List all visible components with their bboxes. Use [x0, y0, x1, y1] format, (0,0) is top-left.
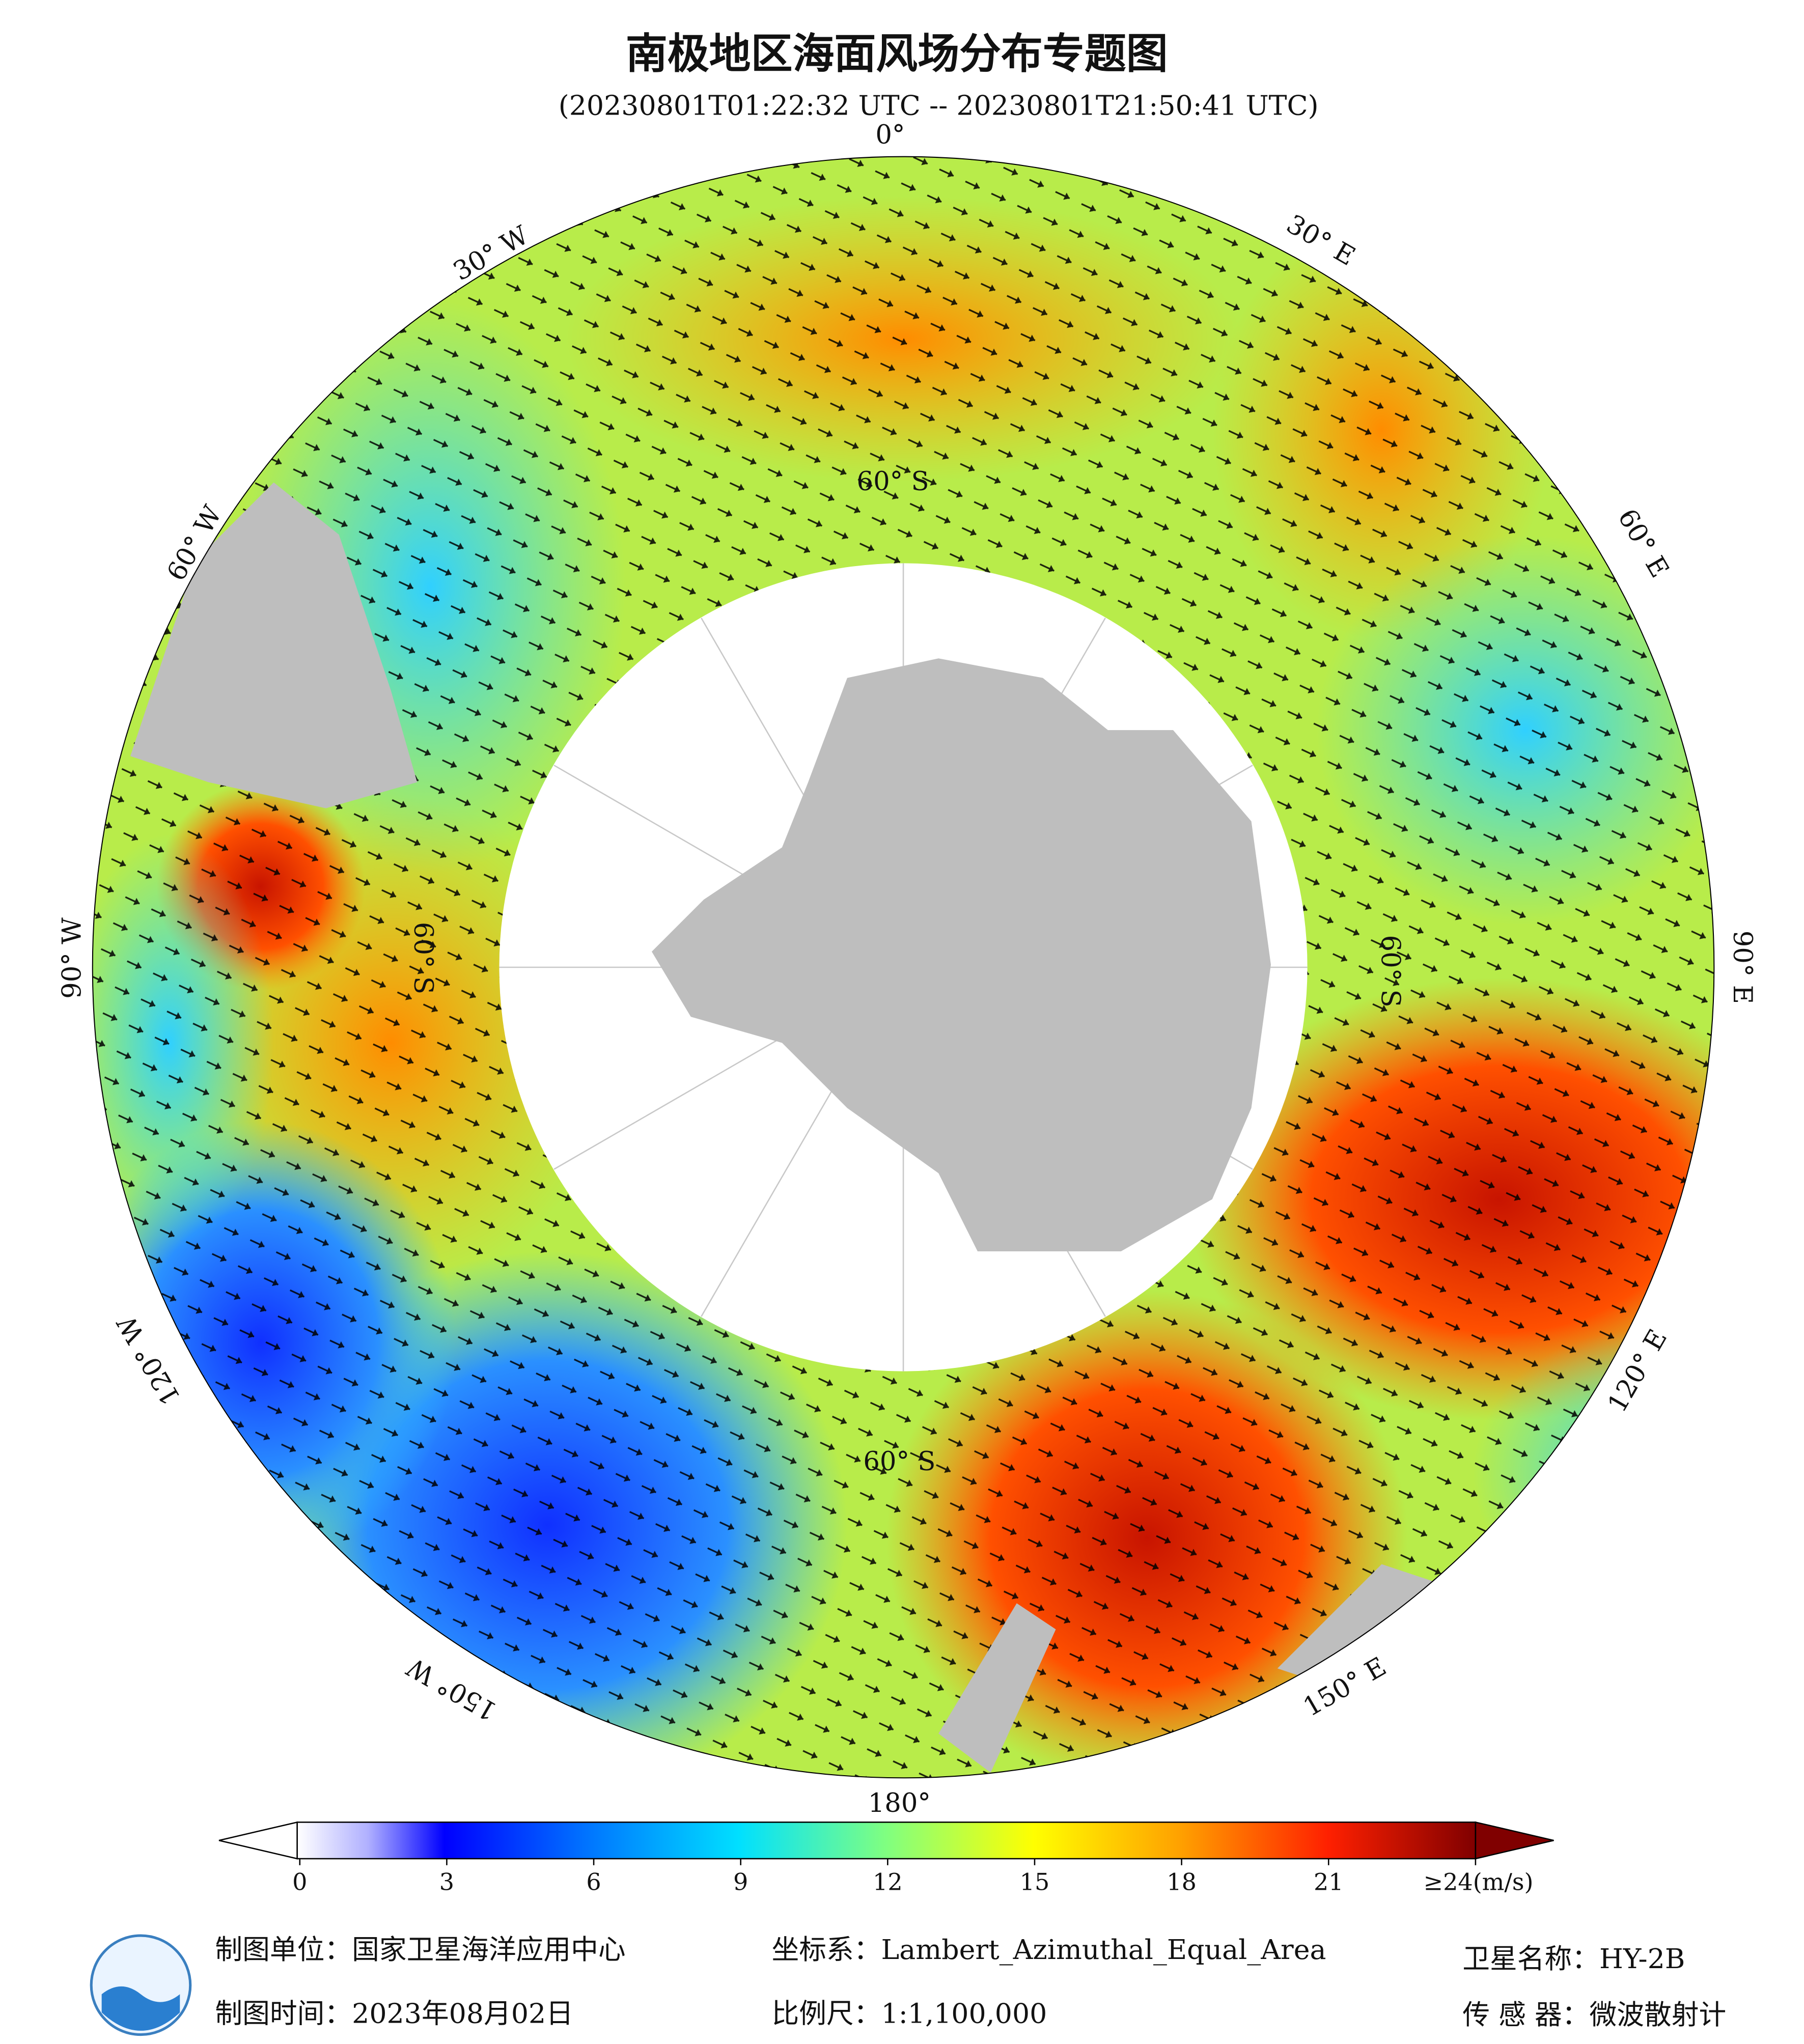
longitude-label: 60° E: [1612, 504, 1675, 583]
footer-satellite: 卫星名称：HY-2B: [1462, 1943, 1685, 1975]
colorbar-tick-label: 9: [733, 1868, 748, 1895]
latitude-label: 60° S: [857, 466, 929, 497]
antarctica: [651, 658, 1271, 1252]
title: 南极地区海面风场分布专题图: [626, 30, 1168, 78]
longitude-label: 180°: [868, 1788, 931, 1818]
colorbar-tick-label: 15: [1020, 1868, 1050, 1895]
footer-projection: 坐标系：Lambert_Azimuthal_Equal_Area: [772, 1934, 1326, 1966]
latitude-label: 60° S: [408, 922, 438, 994]
footer-scale: 比例尺：1:1,100,000: [772, 1998, 1047, 2030]
subtitle: (20230801T01:22:32 UTC -- 20230801T21:50…: [559, 90, 1319, 122]
footer-date: 制图时间：2023年08月02日: [215, 1998, 573, 2030]
longitude-label: 90° E: [1727, 931, 1758, 1004]
colorbar-tick-label: 6: [586, 1868, 601, 1895]
longitude-label: 90° W: [57, 917, 88, 999]
footer-unit: 制图单位：国家卫星海洋应用中心: [215, 1934, 625, 1966]
wind-field: [92, 156, 1714, 1778]
colorbar-tick-label: 18: [1167, 1868, 1197, 1895]
colorbar-tick-label: 0: [292, 1868, 307, 1895]
colorbar-tick-label: ≥24(m/s): [1423, 1868, 1533, 1895]
map-border: [92, 156, 1715, 1779]
latitude-label: 60° S: [1375, 935, 1406, 1007]
longitude-label: 0°: [875, 120, 905, 150]
colorbar-tick-label: 21: [1314, 1868, 1344, 1895]
footer-sensor: 传 感 器：微波散射计: [1462, 1999, 1726, 2031]
logo: [90, 1934, 192, 2036]
colorbar: [218, 1821, 1554, 1860]
colorbar-tick-label: 12: [873, 1868, 903, 1895]
latitude-label: 60° S: [863, 1446, 935, 1477]
colorbar-tick-label: 3: [439, 1868, 454, 1895]
